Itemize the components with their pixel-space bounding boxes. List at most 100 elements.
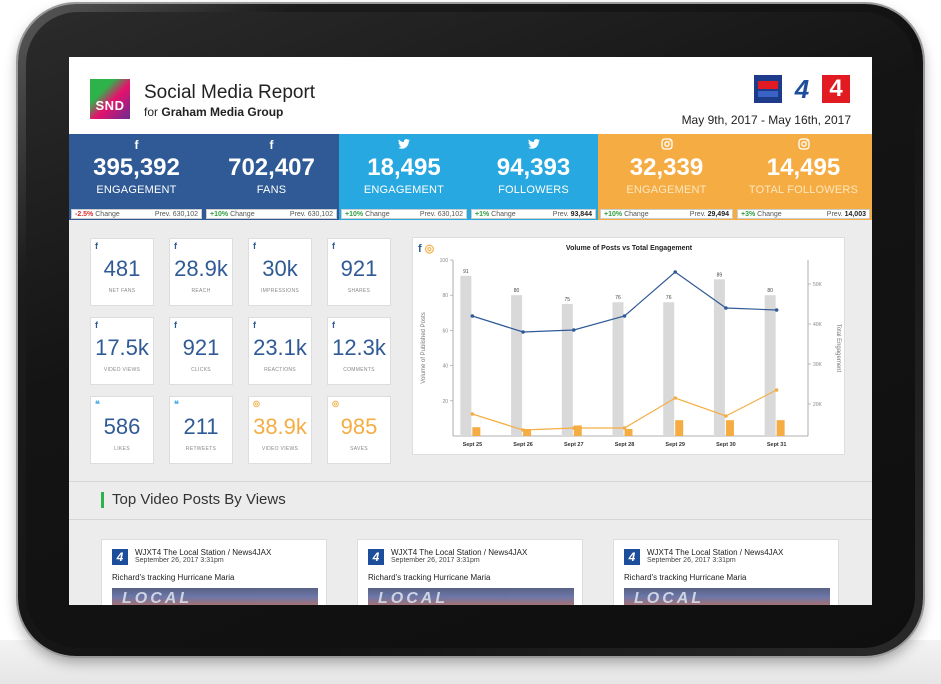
- tile-value: 30k: [262, 256, 298, 281]
- tile-value: 481: [103, 256, 141, 281]
- tile-value: 23.1k: [253, 335, 307, 360]
- tile-value: 28.9k: [174, 256, 228, 281]
- page-subtitle: for Graham Media Group: [144, 105, 283, 119]
- x-tick-label: Sept 27: [564, 442, 584, 448]
- tile-value: 211: [183, 414, 219, 439]
- instagram-icon: [735, 138, 872, 152]
- instagram-engagement-line-point: [774, 388, 779, 392]
- x-tick-label: Sept 29: [665, 442, 685, 448]
- engagement-line-point: [521, 330, 525, 334]
- y-tick-label: 20: [442, 399, 448, 405]
- facebook-icon: f: [332, 241, 335, 251]
- prev-label: Prev.: [419, 210, 436, 218]
- posts-vs-engagement-chart: Volume of Posts vs Total Engagement 20 40 6…: [412, 237, 845, 455]
- twitter-icon: [339, 138, 469, 152]
- instagram-engagement-line-point: [521, 428, 525, 432]
- video-thumbnail[interactable]: LOCAL: [624, 588, 830, 605]
- kpi-value: 32,339: [629, 154, 704, 181]
- kpi-value: 14,495: [766, 154, 841, 181]
- tile-value: 12.3k: [332, 335, 386, 360]
- post-author: WJXT4 The Local Station / News4JAX: [647, 548, 784, 557]
- tile-value: 921: [182, 335, 220, 360]
- kpi-label: ENGAGEMENT: [96, 184, 177, 196]
- kpi-change-bar: +1% Change Prev. 93,844: [471, 209, 596, 219]
- section-title: Top Video Posts By Views: [101, 492, 286, 508]
- tile-value: 586: [103, 414, 141, 439]
- y-tick-label: 60: [442, 328, 448, 334]
- tile-label: VIDEO VIEWS: [261, 446, 299, 452]
- metric-tile: f 30k IMPRESSIONS: [248, 238, 312, 306]
- metric-tile: f 28.9k REACH: [169, 238, 233, 306]
- twitter-icon: [469, 138, 598, 152]
- station-avatar: 4: [624, 549, 640, 565]
- prev-value: 630,102: [172, 210, 198, 218]
- kpi-value: 395,392: [93, 154, 180, 181]
- channel-4-logo: 4: [822, 75, 850, 103]
- bar-engagement: [725, 420, 734, 436]
- kpi-label: TOTAL FOLLOWERS: [748, 184, 859, 196]
- change-label: Change: [624, 210, 649, 218]
- change-value: +10%: [210, 210, 229, 218]
- change-value: +10%: [345, 210, 364, 218]
- prev-label: Prev.: [689, 210, 706, 218]
- prev-value: 93,844: [570, 210, 592, 218]
- facebook-icon: f: [174, 241, 177, 251]
- video-thumbnail[interactable]: LOCAL: [368, 588, 574, 605]
- tile-label: IMPRESSIONS: [260, 288, 300, 294]
- facebook-icon: f: [332, 320, 335, 330]
- metric-tile: f 23.1k REACTIONS: [248, 317, 312, 385]
- kpi-label: ENGAGEMENT: [626, 184, 707, 196]
- tile-label: VIDEO VIEWS: [103, 367, 141, 373]
- video-thumbnail[interactable]: LOCAL: [112, 588, 318, 605]
- x-tick-label: Sept 31: [767, 442, 787, 448]
- y2-axis-label: Total Engagement: [835, 324, 841, 373]
- prev-value: 14,003: [844, 210, 866, 218]
- kpi-twitter-engagement: 18,495 ENGAGEMENT +10% Change Prev. 630,1…: [339, 134, 469, 219]
- metric-tile: ❝ 586 LIKES: [90, 396, 154, 464]
- metric-tile: f 17.5k VIDEO VIEWS: [90, 317, 154, 385]
- facebook-icon: f: [95, 320, 98, 330]
- metric-tile: ❝ 211 RETWEETS: [169, 396, 233, 464]
- page-title: Social Media Report: [144, 82, 316, 103]
- change-label: Change: [230, 210, 255, 218]
- y2-tick-label: 40K: [813, 322, 823, 328]
- y-tick-label: 40: [442, 364, 448, 370]
- bar-posts: [764, 295, 776, 436]
- tile-label: REACTIONS: [264, 367, 296, 373]
- prev-label: Prev.: [289, 210, 306, 218]
- tile-value: 38.9k: [253, 414, 307, 439]
- y2-tick-label: 20K: [813, 402, 823, 408]
- bar-posts: [561, 304, 573, 436]
- report-header: SND Social Media Report for Graham Media…: [69, 57, 872, 134]
- metric-tile: f 481 NET FANS: [90, 238, 154, 306]
- prev-value: 29,494: [707, 210, 729, 218]
- instagram-kpi-band: 32,339 ENGAGEMENT +10% Change Prev. 29,49…: [598, 134, 872, 220]
- section-divider: [69, 519, 872, 520]
- engagement-line-point: [470, 314, 475, 318]
- prev-value: 630,102: [437, 210, 463, 218]
- engagement-line-point: [622, 314, 627, 318]
- video-post-card[interactable]: 4 WJXT4 The Local Station / News4JAX Sep…: [101, 539, 327, 605]
- change-value: +3%: [741, 210, 756, 218]
- prev-label: Prev.: [826, 210, 843, 218]
- metric-tile: ◎ 985 SAVES: [327, 396, 391, 464]
- facebook-icon: f: [95, 241, 98, 251]
- bar-data-label: 89: [717, 272, 723, 278]
- post-date: September 26, 2017 3:31pm: [135, 557, 224, 564]
- change-label: Change: [95, 210, 120, 218]
- bar-data-label: 76: [615, 295, 621, 301]
- bar-posts: [511, 295, 523, 436]
- facebook-icon: f: [253, 241, 256, 251]
- kpi-twitter-followers: 94,393 FOLLOWERS +1% Change Prev. 93,844: [469, 134, 598, 219]
- tile-value: 17.5k: [95, 335, 149, 360]
- tile-label: CLICKS: [191, 367, 211, 373]
- video-post-card[interactable]: 4 WJXT4 The Local Station / News4JAX Sep…: [613, 539, 839, 605]
- change-label: Change: [491, 210, 516, 218]
- chart-svg: Volume of Posts vs Total Engagement 20 40 6…: [421, 245, 841, 448]
- video-post-card[interactable]: 4 WJXT4 The Local Station / News4JAX Sep…: [357, 539, 583, 605]
- snd-logo: SND: [90, 79, 130, 119]
- bar-engagement: [523, 428, 532, 436]
- x-tick-label: Sept 28: [615, 442, 635, 448]
- date-range: May 9th, 2017 - May 16th, 2017: [681, 113, 851, 127]
- instagram-engagement-line-point: [724, 414, 728, 418]
